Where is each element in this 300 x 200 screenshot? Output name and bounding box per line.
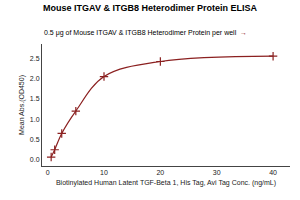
- svg-text:2.5: 2.5: [30, 55, 40, 62]
- svg-text:20: 20: [156, 169, 164, 176]
- svg-text:2.0: 2.0: [30, 75, 40, 82]
- svg-text:Biotinylated Human Latent TGF-: Biotinylated Human Latent TGF-Beta 1, Hi…: [56, 179, 276, 187]
- svg-text:0: 0: [46, 169, 50, 176]
- svg-text:30: 30: [213, 169, 221, 176]
- svg-text:0.5: 0.5: [30, 136, 40, 143]
- svg-text:1.5: 1.5: [30, 95, 40, 102]
- svg-text:0.0: 0.0: [30, 156, 40, 163]
- svg-text:40: 40: [269, 169, 277, 176]
- svg-text:10: 10: [100, 169, 108, 176]
- svg-text:1.0: 1.0: [30, 116, 40, 123]
- svg-text:Mean Abs.(OD450): Mean Abs.(OD450): [18, 75, 26, 135]
- svg-text:0.5 μg of Mouse ITGAV & ITGB8: 0.5 μg of Mouse ITGAV & ITGB8 Heterodime…: [44, 29, 247, 37]
- svg-text:Mouse ITGAV & ITGB8 Heterodime: Mouse ITGAV & ITGB8 Heterodimer Protein …: [43, 3, 257, 13]
